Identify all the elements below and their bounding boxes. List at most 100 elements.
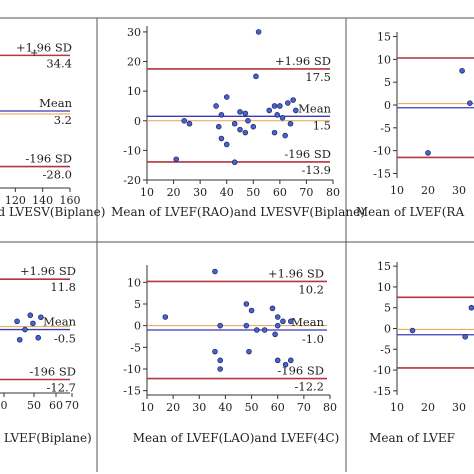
panel-2-data-point bbox=[186, 120, 193, 127]
panel-5-y-tick-label: -10 bbox=[123, 363, 141, 376]
panel-2-y-tick-label: -10 bbox=[123, 144, 141, 157]
panel-5-upper-limit-label: +1.96 SD bbox=[268, 266, 324, 280]
panel-4-x-tick-label: 50 bbox=[27, 399, 41, 412]
panel-4-data-point bbox=[38, 314, 44, 321]
panel-5-x-axis-label: Mean of LVEF(LAO)and LVEF(4C) bbox=[133, 431, 340, 445]
panel-2-y-tick-label: -20 bbox=[123, 174, 141, 187]
panel-2: +1.96 SD 17.5 Mean 1.5 -196 SD -13.9 30 20 10 0 -1… bbox=[111, 26, 365, 219]
panel-4-upper-limit-value: 11.8 bbox=[50, 280, 76, 294]
panel-5-lower-limit-label: -196 SD bbox=[277, 364, 324, 378]
panel-1-x-tick-label: 160 bbox=[60, 194, 81, 207]
panel-6-data-point bbox=[462, 334, 469, 340]
panel-5-data-point bbox=[253, 327, 260, 333]
panel-4-data-point bbox=[27, 312, 34, 319]
panel-2-data-point bbox=[181, 117, 188, 124]
panel-4-mean-label: Mean bbox=[43, 315, 76, 329]
panel-2-data-point bbox=[213, 103, 219, 109]
panel-2-mean-value: 1.5 bbox=[313, 118, 331, 132]
panel-5-x-tick-label: 20 bbox=[166, 401, 180, 414]
panel-6: 15 10 5 0 -5 -10 -15 10 20 30 Mean of LVEF bbox=[369, 260, 474, 445]
panel-2-x-tick-label: 80 bbox=[326, 186, 340, 199]
panel-2-data-point bbox=[250, 123, 257, 130]
panel-3-x-tick-label: 30 bbox=[452, 184, 466, 197]
panel-5-data-point bbox=[269, 305, 276, 312]
panel-6-x-tick-label: 30 bbox=[452, 401, 466, 414]
panel-2-data-point bbox=[231, 120, 238, 127]
panel-2-lower-limit-value: -13.9 bbox=[302, 163, 332, 177]
panel-4-data-point bbox=[22, 326, 28, 333]
panel-1-x-tick-label: 120 bbox=[5, 194, 26, 207]
panel-5-data-point bbox=[287, 357, 294, 364]
panel-1-mean-label: Mean bbox=[39, 96, 72, 110]
panel-2-x-tick-label: 10 bbox=[140, 186, 154, 199]
panel-3-x-tick-label: 20 bbox=[421, 184, 435, 197]
panel-5-upper-limit-value: 10.2 bbox=[298, 282, 324, 296]
panel-2-data-point bbox=[253, 73, 259, 80]
panel-4-upper-limit-label: +1.96 SD bbox=[20, 264, 76, 278]
panel-3-y-tick-label: -15 bbox=[373, 167, 391, 180]
panel-3-y-tick-label: 0 bbox=[384, 99, 391, 112]
panel-3-x-axis-label: Mean of LVEF(RA bbox=[356, 205, 465, 219]
panel-5-x-tick-label: 30 bbox=[192, 401, 206, 414]
panel-6-data-point bbox=[409, 327, 416, 334]
panel-6-y-tick-label: 5 bbox=[384, 302, 391, 315]
panel-5-x-tick-label: 70 bbox=[297, 401, 311, 414]
panel-6-x-tick-label: 20 bbox=[421, 401, 435, 414]
panel-3-data-point bbox=[467, 100, 473, 106]
panel-5-data-point bbox=[248, 307, 255, 314]
panel-6-data-point bbox=[468, 304, 474, 311]
panel-2-data-point bbox=[215, 123, 222, 130]
panel-2-data-point bbox=[285, 100, 291, 106]
panel-5-lower-limit-value: -12.2 bbox=[295, 380, 325, 394]
panel-1-x-axis-label: and LVESV(Biplane) bbox=[0, 205, 105, 219]
panel-2-data-point bbox=[279, 115, 286, 121]
panel-5-data-point bbox=[212, 268, 218, 275]
panel-6-y-tick-label: 0 bbox=[384, 323, 391, 336]
panel-1-x-tick-label: 140 bbox=[32, 194, 53, 207]
panel-2-data-point bbox=[173, 156, 180, 163]
panel-4-data-point bbox=[30, 320, 36, 327]
panel-2-x-tick-label: 70 bbox=[299, 186, 313, 199]
panel-6-y-tick-label: -15 bbox=[373, 385, 391, 398]
panel-2-x-tick-label: 30 bbox=[193, 186, 207, 199]
panel-5-y-tick-label: 10 bbox=[127, 276, 141, 289]
panel-5-data-point bbox=[274, 322, 281, 329]
panel-2-data-point bbox=[274, 112, 281, 118]
panel-3-y-tick-label: -10 bbox=[373, 145, 391, 158]
panel-4-data-point bbox=[14, 318, 20, 325]
panel-5-x-tick-label: 40 bbox=[218, 401, 232, 414]
panel-5-mean-value: -1.0 bbox=[302, 332, 324, 346]
panel-1-lower-limit-value: -28.0 bbox=[43, 168, 73, 182]
panel-5-data-point bbox=[217, 357, 224, 364]
panel-2-data-point bbox=[277, 103, 283, 109]
panel-5-data-point bbox=[280, 318, 286, 325]
panel-4-x-tick-label: 0 bbox=[1, 399, 8, 412]
panel-4: +1.96 SD 11.8 Mean -0.5 -196 SD -12.7 0 50 60 70 l… bbox=[0, 264, 92, 445]
panel-2-data-point bbox=[282, 132, 288, 139]
panel-5-data-point bbox=[212, 348, 218, 355]
panel-3-data-point bbox=[459, 67, 465, 74]
panel-3-y-tick-label: 15 bbox=[377, 31, 391, 44]
panel-2-data-point bbox=[290, 97, 296, 103]
panel-4-data-point bbox=[35, 334, 42, 341]
panel-2-data-point bbox=[218, 112, 225, 118]
panel-2-data-point bbox=[242, 110, 249, 117]
panel-2-x-axis-label: Mean of LVEF(RAO)and LVESVF(Biplane) bbox=[111, 205, 365, 219]
panel-2-data-point bbox=[237, 126, 243, 133]
panel-1-lower-limit-label: -196 SD bbox=[25, 152, 72, 166]
panel-1-upper-limit-label: +1.96 SD bbox=[16, 40, 72, 54]
panel-6-x-tick-label: 10 bbox=[390, 401, 404, 414]
panel-5-data-point bbox=[274, 357, 281, 364]
panel-2-data-point bbox=[223, 141, 230, 148]
panel-2-upper-limit-value: 17.5 bbox=[305, 70, 331, 84]
panel-2-data-point bbox=[231, 159, 238, 166]
panel-4-x-axis-label: l LVEF(Biplane) bbox=[0, 431, 92, 445]
panel-2-y-tick-label: 10 bbox=[127, 85, 141, 98]
panel-2-y-tick-label: 30 bbox=[127, 26, 141, 39]
panel-5-y-tick-label: -15 bbox=[123, 385, 141, 398]
panel-3-y-tick-label: 10 bbox=[377, 53, 391, 66]
panel-5-data-point bbox=[217, 366, 224, 372]
panel-2-data-point bbox=[271, 103, 278, 109]
panel-2-x-tick-label: 40 bbox=[220, 186, 234, 199]
